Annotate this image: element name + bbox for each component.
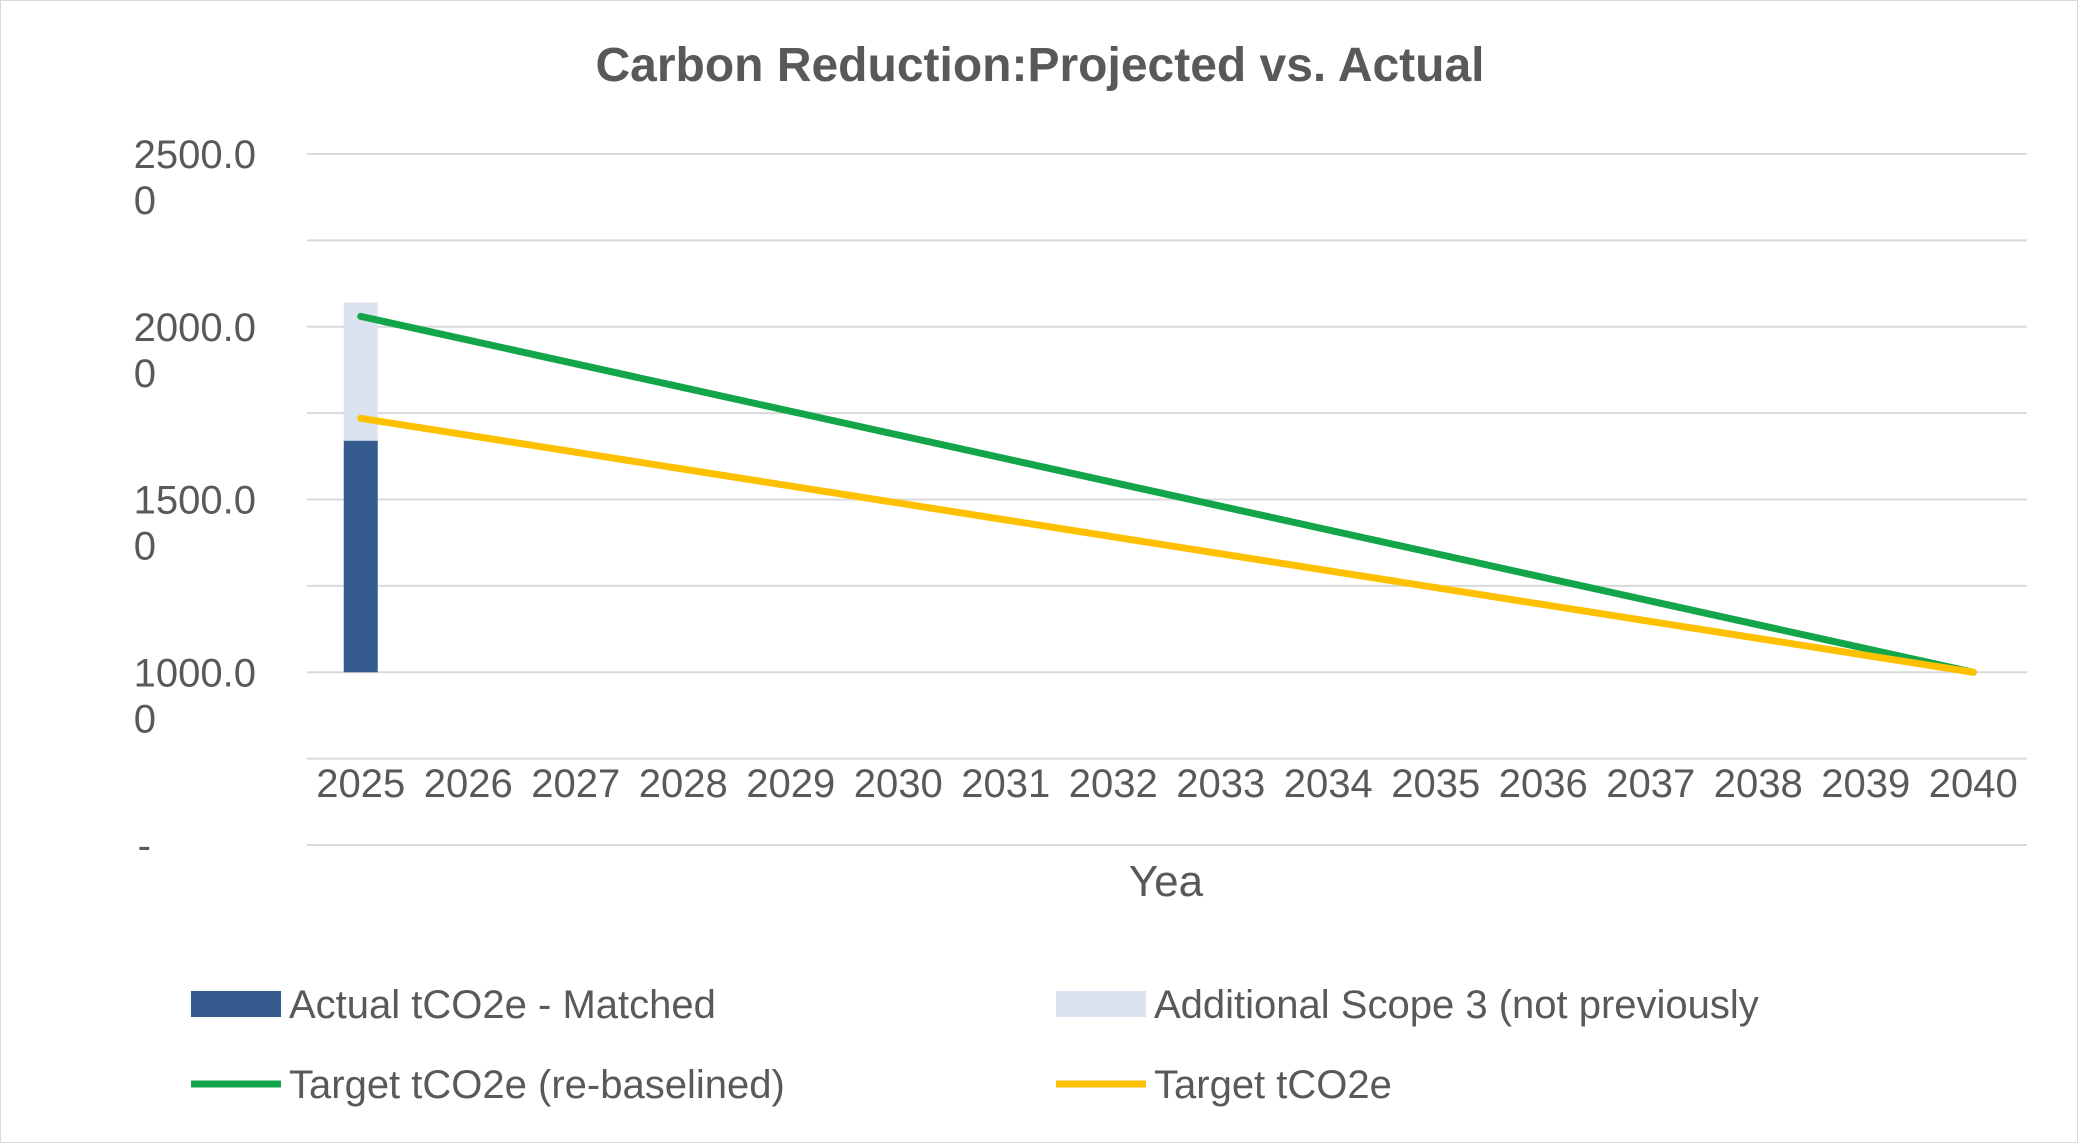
x-tick-label: 2025	[316, 762, 405, 806]
x-tick-label: 2035	[1391, 762, 1480, 806]
legend-actual-matched: Actual tCO2e - Matched	[191, 983, 716, 1027]
x-tick-label: 2032	[1069, 762, 1158, 806]
legend-label: Actual tCO2e - Matched	[289, 983, 716, 1027]
x-tick-label: 2033	[1176, 762, 1265, 806]
y-tick-label: 1000.0 0	[134, 651, 256, 741]
y-tick-label: 2500.0 0	[134, 133, 256, 223]
y-axis-ticks: 2500.0 0 2000.0 0 1500.0 0 1000.0 0 -	[134, 133, 256, 868]
x-tick-label: 2028	[639, 762, 728, 806]
x-tick-label: 2034	[1284, 762, 1373, 806]
y-tick-label: 2000.0 0	[134, 306, 256, 396]
x-tick-label: 2036	[1499, 762, 1588, 806]
y-tick-label: 1500.0 0	[134, 479, 256, 569]
x-tick-label: 2026	[424, 762, 513, 806]
legend-label: Additional Scope 3 (not previously	[1154, 983, 1759, 1027]
bars	[343, 302, 378, 673]
legend-swatch	[1056, 991, 1146, 1017]
chart-title: Carbon Reduction:Projected vs. Actual	[595, 39, 1484, 92]
legend: Actual tCO2e - Matched Additional Scope 3…	[191, 983, 1759, 1107]
x-tick-label: 2031	[961, 762, 1050, 806]
x-axis-ticks: 2025 2026 2027 2028 2029 2030 2031 2032 2033 2034…	[316, 762, 2017, 806]
x-tick-label: 2037	[1606, 762, 1695, 806]
gridlines	[307, 153, 2027, 846]
x-tick-label: 2040	[1929, 762, 2018, 806]
x-tick-label: 2039	[1821, 762, 1910, 806]
bar-actual-matched	[343, 440, 378, 673]
line-target	[357, 414, 1977, 676]
line-target-rebaselined	[357, 312, 1977, 676]
series-lines	[357, 312, 1977, 676]
legend-additional-scope3: Additional Scope 3 (not previously	[1056, 983, 1759, 1027]
y-tick-label: -	[138, 824, 151, 868]
x-tick-label: 2030	[854, 762, 943, 806]
x-axis-title: Yea	[1129, 857, 1204, 906]
legend-label: Target tCO2e (re-baselined)	[289, 1063, 785, 1107]
x-tick-label: 2038	[1714, 762, 1803, 806]
legend-target: Target tCO2e	[1056, 1063, 1392, 1107]
x-tick-label: 2027	[531, 762, 620, 806]
legend-target-rebaselined: Target tCO2e (re-baselined)	[191, 1063, 785, 1107]
legend-label: Target tCO2e	[1154, 1063, 1392, 1107]
x-tick-label: 2029	[746, 762, 835, 806]
legend-swatch	[191, 991, 281, 1017]
